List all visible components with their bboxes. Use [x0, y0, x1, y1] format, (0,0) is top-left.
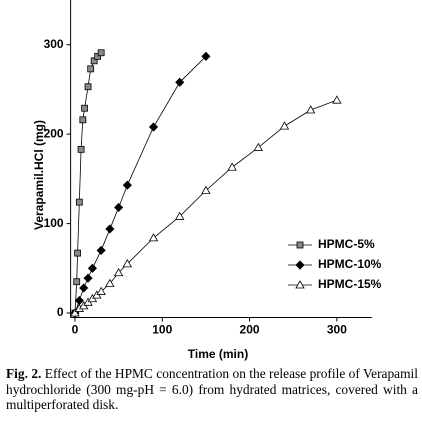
data-point — [87, 263, 97, 273]
data-point — [175, 211, 185, 220]
data-point — [279, 121, 290, 130]
x-tick-label: 100 — [152, 323, 172, 337]
data-point — [175, 77, 185, 87]
data-point — [79, 116, 87, 124]
series-line — [74, 99, 338, 314]
y-axis-label: Verapamil.HCl (mg) — [32, 120, 46, 230]
data-point — [77, 145, 85, 153]
data-point — [83, 273, 93, 283]
x-tick-label: 300 — [327, 323, 347, 337]
legend-marker — [296, 241, 304, 249]
data-point — [81, 104, 88, 112]
series-line — [74, 56, 207, 314]
caption-label: Fig. 2. — [6, 366, 42, 381]
data-point — [201, 51, 211, 61]
legend-marker — [295, 280, 305, 289]
data-point — [87, 65, 95, 73]
y-tick-label: 0 — [57, 305, 64, 319]
legend-marker — [295, 260, 305, 270]
legend-label: HPMC-15% — [318, 277, 382, 291]
data-point — [84, 83, 92, 91]
data-point — [305, 105, 316, 114]
caption: Fig. 2. Effect of the HPMC concentration… — [6, 366, 418, 413]
data-point — [201, 185, 211, 194]
caption-text: Effect of the HPMC concentration on the … — [6, 366, 418, 412]
y-tick-label: 200 — [44, 126, 64, 140]
data-point — [148, 233, 159, 242]
data-point — [96, 286, 106, 295]
data-point — [74, 295, 84, 306]
data-point — [122, 259, 133, 268]
data-point — [114, 202, 124, 213]
data-point — [148, 122, 159, 132]
data-point — [332, 95, 342, 104]
data-point — [122, 180, 132, 190]
data-point — [253, 142, 263, 151]
data-point — [79, 283, 89, 293]
y-tick-label: 100 — [44, 216, 64, 230]
data-point — [113, 267, 124, 277]
data-point — [97, 49, 105, 57]
data-point — [227, 162, 237, 171]
data-point — [74, 249, 81, 257]
data-point — [94, 52, 102, 60]
data-point — [73, 278, 81, 286]
data-point — [105, 278, 115, 287]
data-point — [96, 245, 106, 255]
data-point — [105, 224, 115, 234]
legend-label: HPMC-5% — [318, 237, 375, 251]
x-axis-label: Time (min) — [188, 347, 248, 361]
chart: Time (min) Verapamil.HCl (mg) 0 100 200 300… — [32, 0, 382, 361]
x-tick-label: 200 — [240, 323, 260, 337]
data-point — [75, 198, 83, 206]
data-point — [90, 57, 98, 65]
x-tick-label: 0 — [72, 323, 79, 337]
data-point — [70, 308, 80, 317]
y-tick-label: 300 — [44, 37, 64, 51]
legend-label: HPMC-10% — [318, 257, 382, 271]
